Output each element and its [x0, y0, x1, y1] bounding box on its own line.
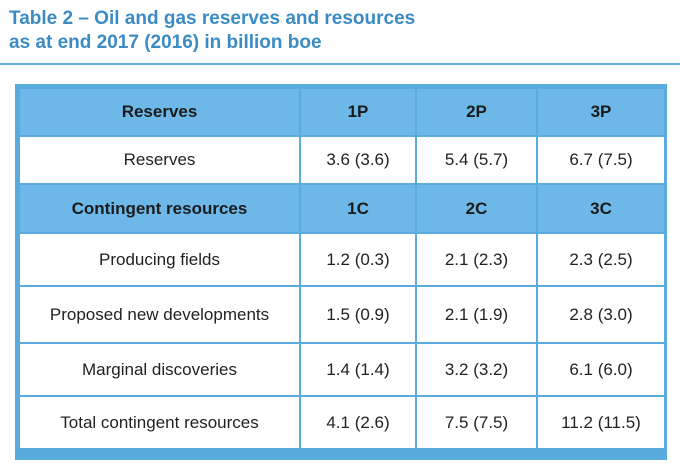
- reserves-table-frame: Reserves 1P 2P 3P Reserves 3.6 (3.6) 5.4…: [15, 84, 667, 460]
- value-cell: 1.5 (0.9): [299, 285, 417, 344]
- header-cell: 2P: [415, 87, 538, 137]
- contingent-header-row: Contingent resources 1C 2C 3C: [18, 183, 666, 234]
- table-row: Reserves 3.6 (3.6) 5.4 (5.7) 6.7 (7.5): [18, 135, 666, 185]
- value-cell: 2.1 (2.3): [415, 232, 538, 287]
- value-cell: 3.2 (3.2): [415, 342, 538, 397]
- header-cell: 1P: [299, 87, 417, 137]
- value-cell: 2.8 (3.0): [536, 285, 666, 344]
- value-cell: 6.1 (6.0): [536, 342, 666, 397]
- row-label-cell: Proposed new developments: [18, 285, 301, 344]
- value-cell: 1.2 (0.3): [299, 232, 417, 287]
- header-cell: 3C: [536, 183, 666, 234]
- value-cell: 2.3 (2.5): [536, 232, 666, 287]
- table-row: Marginal discoveries 1.4 (1.4) 3.2 (3.2)…: [18, 342, 666, 397]
- header-cell: Contingent resources: [18, 183, 301, 234]
- header-cell: Reserves: [18, 87, 301, 137]
- header-cell: 3P: [536, 87, 666, 137]
- reserves-table: Reserves 1P 2P 3P Reserves 3.6 (3.6) 5.4…: [18, 87, 666, 450]
- table-row: Proposed new developments 1.5 (0.9) 2.1 …: [18, 285, 666, 344]
- row-label-cell: Total contingent resources: [18, 395, 301, 450]
- table-row-total: Total contingent resources 4.1 (2.6) 7.5…: [18, 395, 666, 450]
- row-label-cell: Producing fields: [18, 232, 301, 287]
- value-cell: 7.5 (7.5): [415, 395, 538, 450]
- reserves-header-row: Reserves 1P 2P 3P: [18, 87, 666, 137]
- row-label-cell: Marginal discoveries: [18, 342, 301, 397]
- value-cell: 6.7 (7.5): [536, 135, 666, 185]
- value-cell: 1.4 (1.4): [299, 342, 417, 397]
- value-cell: 11.2 (11.5): [536, 395, 666, 450]
- table-title-line-1: Table 2 – Oil and gas reserves and resou…: [9, 8, 416, 29]
- value-cell: 3.6 (3.6): [299, 135, 417, 185]
- header-cell: 1C: [299, 183, 417, 234]
- value-cell: 2.1 (1.9): [415, 285, 538, 344]
- table-row: Producing fields 1.2 (0.3) 2.1 (2.3) 2.3…: [18, 232, 666, 287]
- table-title-line-2: as at end 2017 (2016) in billion boe: [9, 32, 322, 53]
- value-cell: 5.4 (5.7): [415, 135, 538, 185]
- header-cell: 2C: [415, 183, 538, 234]
- table-title: Table 2 – Oil and gas reserves and resou…: [9, 7, 415, 55]
- value-cell: 4.1 (2.6): [299, 395, 417, 450]
- row-label-cell: Reserves: [18, 135, 301, 185]
- title-divider: [0, 63, 680, 65]
